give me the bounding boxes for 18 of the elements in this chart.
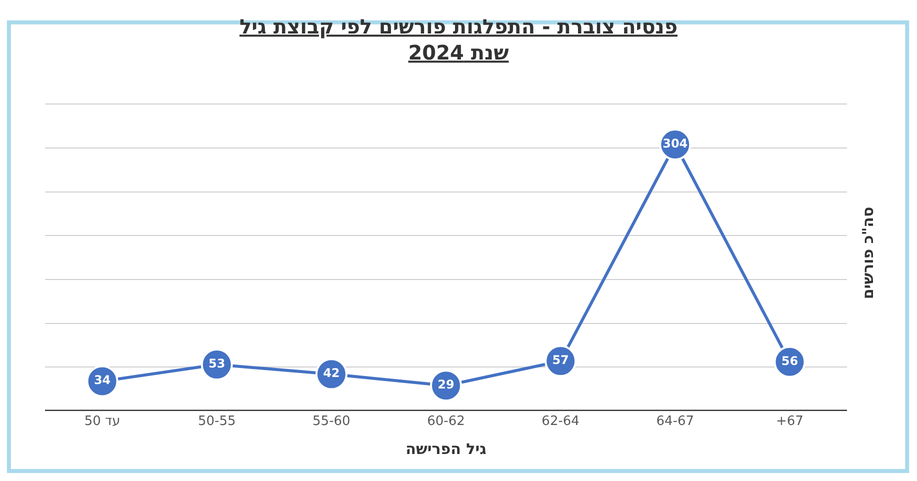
- data-label: 53: [208, 356, 226, 371]
- y-axis-title: סה"כ פורשים: [859, 206, 877, 300]
- x-tick-label: +67: [776, 414, 804, 429]
- x-axis-title: גיל הפרישה: [406, 440, 487, 458]
- data-label: 34: [94, 373, 111, 388]
- data-label: 29: [438, 378, 454, 392]
- x-tick-label: 60-62: [427, 414, 465, 429]
- x-tick-label: 50-55: [198, 414, 236, 429]
- data-label: 57: [552, 353, 569, 368]
- data-label: 304: [662, 136, 688, 151]
- chart-title: פנסיה צוברת - התפלגות פורשים לפי קבוצת גיל: [239, 14, 678, 39]
- data-label: 56: [781, 354, 798, 368]
- x-tick-label: עד 50: [84, 414, 120, 429]
- data-label: 42: [323, 366, 340, 380]
- x-tick-label: 55-60: [312, 414, 350, 429]
- x-tick-label: 62-64: [542, 414, 580, 429]
- x-tick-label: 64-67: [656, 414, 694, 429]
- chart-subtitle: שנת 2024: [408, 40, 509, 65]
